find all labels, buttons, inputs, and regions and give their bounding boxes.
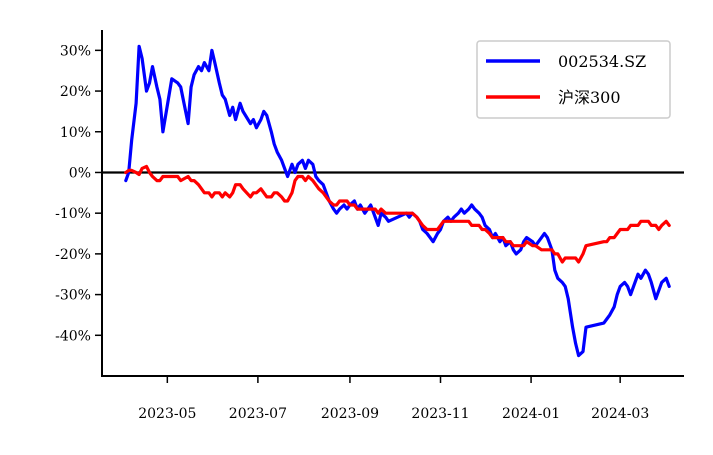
legend-label-series-2: 沪深300 — [558, 88, 621, 107]
series-line-2 — [124, 164, 671, 264]
x-axis-ticks: 2023-05 2023-07 2023-09 2023-11 2024-01 2024-… — [138, 376, 649, 422]
y-tick-label: 20% — [60, 84, 91, 100]
y-axis-ticks: 30% 20% 10% 0% -10% -20% -30% -40% — [55, 43, 102, 344]
y-tick-label: -20% — [55, 247, 91, 263]
y-tick-label: -40% — [55, 328, 91, 344]
y-tick-label: 30% — [60, 43, 91, 59]
y-tick-label: 10% — [60, 125, 91, 141]
x-tick-label: 2023-07 — [229, 406, 287, 422]
x-tick-label: 2023-11 — [411, 406, 469, 422]
y-tick-label: -30% — [55, 288, 91, 304]
series-layer — [124, 44, 671, 358]
y-tick-label: 0% — [69, 165, 91, 181]
x-tick-label: 2023-05 — [138, 406, 196, 422]
x-tick-label: 2024-01 — [502, 406, 560, 422]
y-tick-label: -10% — [55, 206, 91, 222]
legend: 002534.SZ 沪深300 — [476, 40, 671, 119]
series-line-1 — [124, 44, 671, 358]
x-tick-label: 2024-03 — [591, 406, 649, 422]
legend-label-series-1: 002534.SZ — [558, 52, 646, 71]
x-tick-label: 2023-09 — [321, 406, 379, 422]
